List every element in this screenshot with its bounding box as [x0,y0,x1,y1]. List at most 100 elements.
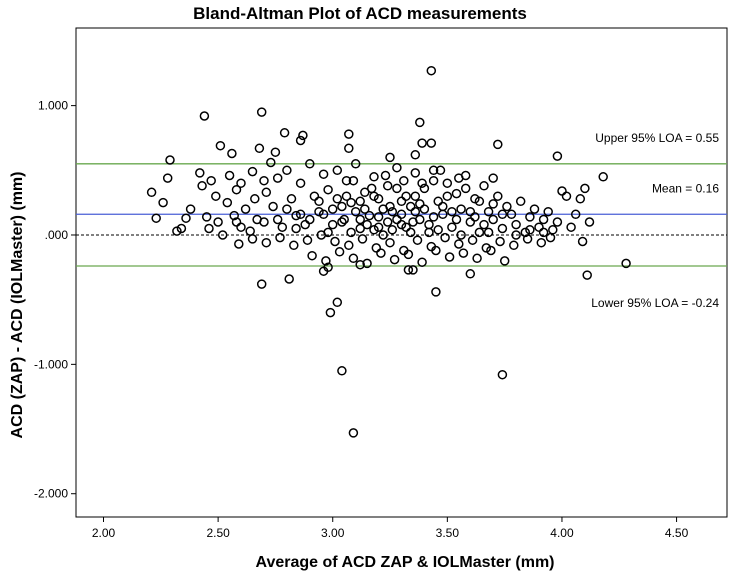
data-point [506,209,517,220]
data-point [291,210,301,221]
data-point [582,270,592,280]
data-point [355,196,365,207]
x-tick-label: 3.50 [436,526,460,540]
data-point [440,232,450,243]
data-point [201,212,212,222]
data-point [465,206,476,217]
data-point [350,159,361,169]
data-point [481,243,492,253]
data-point [451,214,462,225]
y-tick-label: .000 [45,228,69,242]
data-point [442,191,453,201]
data-point [502,201,512,212]
data-points [146,65,631,438]
data-point [426,65,437,76]
data-point [435,165,446,176]
data-point [366,183,377,194]
data-point [355,223,365,234]
data-point [261,187,272,198]
x-axis-label: Average of ACD ZAP & IOLMaster (mm) [255,554,554,571]
data-point [419,204,430,214]
data-point [231,184,242,195]
data-point [408,217,418,227]
data-point [341,191,352,201]
data-point [488,214,498,225]
data-point [497,209,508,220]
data-point [552,217,563,227]
data-point [410,191,421,201]
data-point [392,183,402,194]
data-point [334,247,345,257]
data-point [570,209,581,220]
data-point [460,183,471,194]
data-point [254,143,265,154]
data-point [206,175,216,186]
data-point [291,223,301,234]
data-point [229,210,239,221]
data-point [444,252,455,262]
data-point [231,217,242,227]
data-point [403,249,414,260]
data-point [215,140,226,151]
data-point [268,201,278,212]
y-axis-ticks: 1.000 .000 -1.000 -2.000 [34,99,76,501]
data-point [344,240,354,251]
data-point [438,201,448,212]
data-point [497,369,508,380]
data-point [348,428,359,438]
data-point [431,245,441,256]
data-point [259,175,269,186]
data-point [456,204,466,214]
data-point [451,188,462,199]
data-point [426,138,437,148]
y-tick-label: -1.000 [34,357,68,371]
data-point [199,111,210,121]
data-point [357,234,368,244]
data-point [424,219,434,230]
data-point [488,173,498,183]
data-point [511,219,521,230]
lower-loa-label: Lower 95% LOA = -0.24 [591,296,719,310]
data-point [385,237,395,248]
data-point [536,237,547,248]
data-point [408,265,418,275]
data-point [405,227,416,238]
data-point [538,214,549,225]
data-point [417,138,427,148]
data-point [470,212,480,222]
x-tick-label: 2.00 [92,526,116,540]
data-point [323,184,333,195]
data-point [534,222,544,232]
data-point [405,201,416,212]
data-point [362,258,372,269]
data-point [344,143,354,154]
data-point [325,307,336,318]
data-point [256,279,267,289]
data-point [185,204,196,214]
data-point [493,139,503,150]
x-axis-ticks: 2.00 2.50 3.00 3.50 4.00 4.50 [92,517,689,540]
data-point [529,204,540,214]
data-point [146,187,157,198]
data-point [479,181,489,191]
data-point [259,217,269,227]
data-point [403,265,414,275]
data-point [433,225,443,235]
data-point [373,222,384,232]
data-point [479,219,489,230]
data-point [346,227,356,238]
data-point [327,219,338,230]
data-point [327,204,338,214]
data-point [337,201,347,212]
data-point [580,183,590,194]
data-point [227,148,237,159]
data-point [376,248,386,258]
data-point [598,172,608,182]
data-point [316,230,327,240]
data-point [474,196,485,207]
data-point [217,230,228,240]
data-point [417,178,427,188]
data-point [204,223,214,234]
data-point [515,196,526,207]
